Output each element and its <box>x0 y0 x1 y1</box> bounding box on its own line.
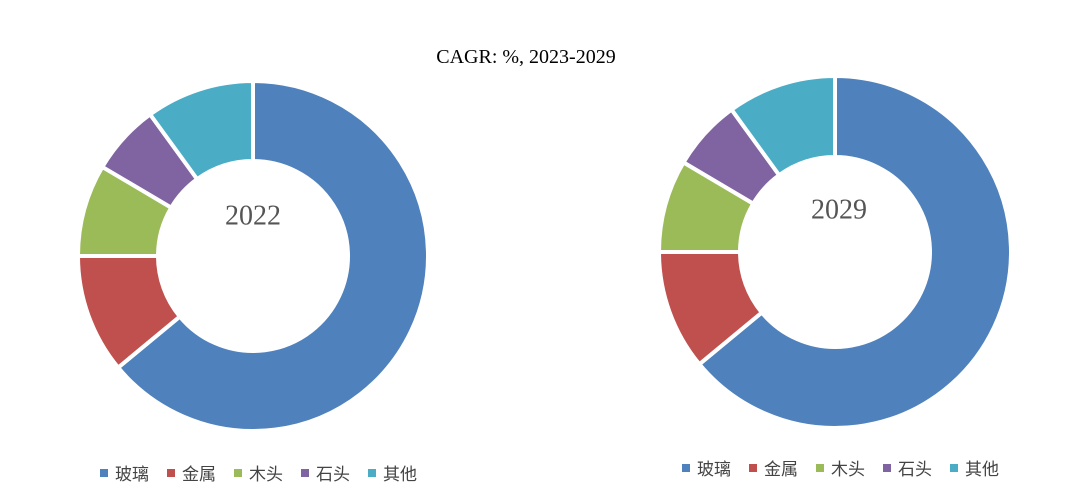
donut-slice-2022-4 <box>147 78 255 182</box>
legend-swatch <box>301 468 309 477</box>
legend-label: 金属 <box>764 460 798 480</box>
legend-label: 玻璃 <box>115 465 149 485</box>
legend-swatch <box>816 463 824 472</box>
legend-2029: 玻璃 金属 木头 石头 其他 <box>682 455 999 480</box>
legend-label: 石头 <box>898 460 932 480</box>
legend-item: 其他 <box>368 460 417 485</box>
legend-swatch <box>100 468 108 477</box>
donut-slice-2022-0 <box>115 78 430 433</box>
center-label-0: 2022 <box>225 200 281 231</box>
legend-label: 木头 <box>831 460 865 480</box>
legend-label: 金属 <box>182 465 216 485</box>
donut-slice-2029-0 <box>696 73 1013 430</box>
legend-label: 玻璃 <box>697 460 731 480</box>
legend-swatch <box>682 463 690 472</box>
legend-item: 石头 <box>301 460 350 485</box>
legend-swatch <box>167 468 175 477</box>
legend-item: 玻璃 <box>682 455 731 480</box>
legend-label: 其他 <box>383 465 417 485</box>
legend-label: 其他 <box>965 460 999 480</box>
legend-item: 玻璃 <box>100 460 149 485</box>
legend-2022: 玻璃 金属 木头 石头 其他 <box>100 460 417 485</box>
legend-item: 石头 <box>883 455 932 480</box>
center-label-1: 2029 <box>811 194 867 225</box>
legend-swatch <box>883 463 891 472</box>
donut-slice-2029-4 <box>728 73 837 178</box>
legend-item: 其他 <box>950 455 999 480</box>
legend-item: 木头 <box>234 460 283 485</box>
legend-swatch <box>950 463 958 472</box>
legend-item: 金属 <box>749 455 798 480</box>
legend-item: 金属 <box>167 460 216 485</box>
legend-label: 木头 <box>249 465 283 485</box>
legend-item: 木头 <box>816 455 865 480</box>
chart-title: CAGR: %, 2023-2029 <box>436 46 616 68</box>
legend-label: 石头 <box>316 465 350 485</box>
legend-swatch <box>368 468 376 477</box>
legend-swatch <box>234 468 242 477</box>
legend-swatch <box>749 463 757 472</box>
